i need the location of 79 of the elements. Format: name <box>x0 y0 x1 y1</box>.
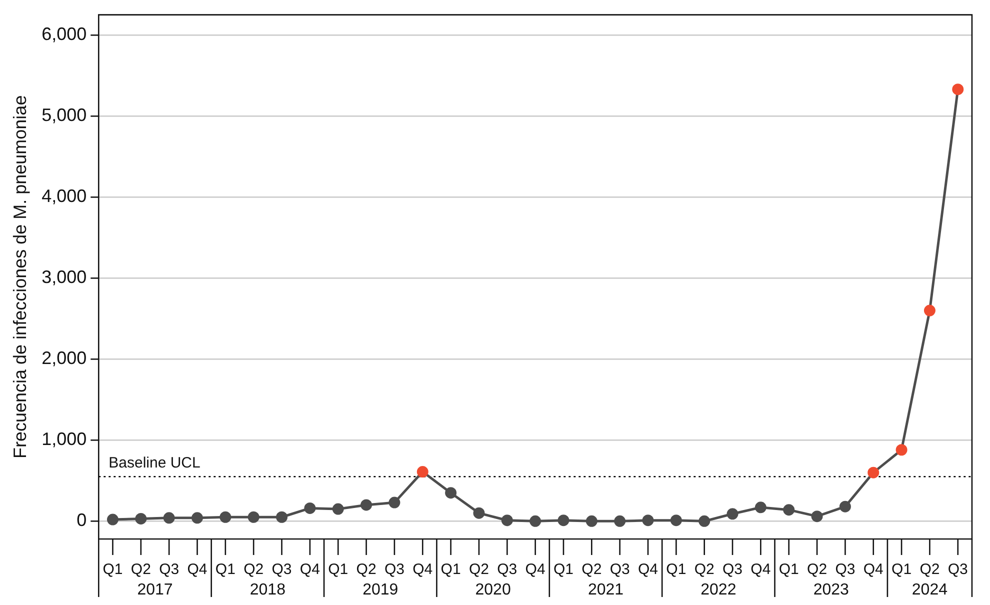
y-tick-label: 2,000 <box>42 348 87 368</box>
text: 2018 <box>250 581 286 598</box>
point <box>614 515 626 527</box>
point <box>501 514 513 526</box>
x-tick-label: Q1 <box>778 561 799 578</box>
x-tick-label: Q2 <box>582 561 602 578</box>
x-tick-label: Q4 <box>187 561 208 578</box>
x-tick-label: Q3 <box>610 561 630 578</box>
point <box>416 466 428 478</box>
x-tick-label: Q2 <box>694 561 714 578</box>
point <box>558 514 570 526</box>
point <box>783 504 795 516</box>
point <box>868 466 880 478</box>
point <box>473 507 485 519</box>
point <box>530 515 542 527</box>
ref-line-label: Baseline UCL <box>108 454 200 472</box>
x-tick-label: Q3 <box>384 561 404 578</box>
text: 2020 <box>475 581 511 598</box>
x-tick-label: Q4 <box>750 561 771 578</box>
x-tick-label: Q4 <box>300 561 320 578</box>
x-tick-label: Q3 <box>948 561 968 578</box>
point <box>924 304 936 316</box>
x-tick-label: Q4 <box>863 561 884 578</box>
text: 2019 <box>362 581 398 598</box>
text: 2017 <box>137 581 173 598</box>
x-tick-label: Q2 <box>244 561 264 578</box>
x-tick-label: Q1 <box>102 561 123 578</box>
point <box>839 500 851 512</box>
x-tick-label: Q4 <box>525 561 546 578</box>
x-tick-label: Q3 <box>722 561 743 578</box>
point <box>304 502 316 514</box>
x-tick-label: Q1 <box>328 561 348 578</box>
point <box>642 514 654 526</box>
text: 2023 <box>813 581 850 598</box>
x-tick-label: Q1 <box>892 561 912 578</box>
point <box>276 511 288 523</box>
x-tick-label: Q3 <box>497 561 518 578</box>
point <box>220 511 232 523</box>
point <box>388 496 400 508</box>
point <box>163 512 175 524</box>
point <box>952 84 964 96</box>
y-tick-label: 3,000 <box>42 267 87 288</box>
x-tick-label: Q2 <box>807 561 828 578</box>
text: 2021 <box>588 581 624 598</box>
y-axis-title: Frecuencia de infecciones de M. pneumoniae <box>10 95 30 459</box>
x-tick-label: Q1 <box>215 561 236 578</box>
point <box>135 512 147 524</box>
point <box>360 499 372 511</box>
x-tick-label: Q2 <box>356 561 376 578</box>
y-tick-label: 6,000 <box>42 24 87 44</box>
point <box>754 502 766 514</box>
text: 2024 <box>912 581 948 598</box>
x-tick-label: Q3 <box>835 561 856 578</box>
x-tick-label: Q2 <box>468 561 489 578</box>
point <box>726 508 738 520</box>
x-tick-label: Q3 <box>159 561 180 578</box>
x-tick-label: Q1 <box>553 561 574 578</box>
point <box>248 511 260 523</box>
y-tick-label: 0 <box>76 510 87 530</box>
point <box>445 487 457 499</box>
text: 2022 <box>700 581 736 598</box>
point <box>332 503 344 515</box>
y-tick-label: 4,000 <box>42 186 87 206</box>
point <box>896 444 908 456</box>
point <box>106 514 118 526</box>
x-tick-label: Q1 <box>440 561 461 578</box>
point <box>191 512 203 524</box>
point <box>811 510 823 522</box>
y-tick-label: 1,000 <box>42 429 87 450</box>
x-tick-label: Q2 <box>130 561 151 578</box>
x-tick-label: Q2 <box>920 561 940 578</box>
point <box>698 515 710 527</box>
point <box>670 514 682 526</box>
point <box>586 515 598 527</box>
x-tick-label: Q1 <box>666 561 686 578</box>
x-tick-label: Q4 <box>638 561 658 578</box>
x-tick-label: Q3 <box>272 561 292 578</box>
x-tick-label: Q4 <box>412 561 433 578</box>
y-tick-label: 5,000 <box>42 105 87 126</box>
